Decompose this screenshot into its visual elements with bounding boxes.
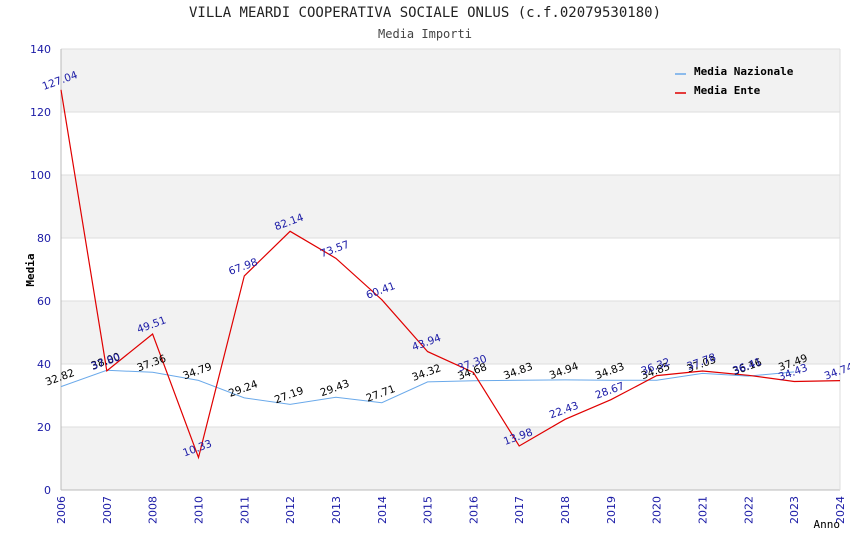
x-tick-label: 2006 — [55, 496, 68, 524]
chart-title: VILLA MEARDI COOPERATIVA SOCIALE ONLUS (… — [188, 5, 661, 21]
y-tick-label: 60 — [37, 295, 51, 308]
y-tick-label: 0 — [44, 484, 51, 497]
data-label: 67.98 — [227, 256, 259, 278]
data-label: 73.57 — [319, 239, 351, 261]
series-lines — [60, 89, 841, 460]
y-tick-labels: 0 20 40 60 80 100 120 140 — [30, 43, 51, 497]
x-tick-label: 2020 — [651, 496, 664, 524]
x-tick-label: 2013 — [330, 496, 343, 524]
x-tick-label: 2023 — [788, 496, 801, 524]
x-tick-label: 2019 — [605, 496, 618, 524]
y-tick-label: 120 — [30, 106, 51, 119]
series-line-nazionale — [60, 369, 795, 405]
axes — [60, 49, 841, 491]
plot-band — [61, 301, 840, 364]
x-tick-label: 2022 — [742, 496, 755, 524]
data-label: 34.32 — [410, 362, 442, 384]
y-tick-label: 100 — [30, 169, 51, 182]
y-axis-title: Media — [24, 253, 37, 286]
plot-band — [61, 427, 840, 490]
data-label: 27.71 — [365, 383, 397, 405]
y-tick-label: 140 — [30, 43, 51, 56]
data-label: 29.43 — [319, 378, 351, 400]
data-label: 28.67 — [594, 380, 626, 402]
x-tick-label: 2017 — [513, 496, 526, 524]
y-tick-label: 20 — [37, 421, 51, 434]
legend-entry-ente: Media Ente — [694, 84, 761, 97]
grid-lines — [61, 48, 840, 491]
y-tick-label: 80 — [37, 232, 51, 245]
x-tick-label: 2016 — [467, 496, 480, 524]
x-tick-label: 2012 — [284, 496, 297, 524]
y-tick-label: 40 — [37, 358, 51, 371]
series-line-ente — [60, 89, 841, 460]
x-tick-label: 2015 — [422, 496, 435, 524]
plot-band — [61, 49, 840, 112]
chart-subtitle: Media Importi — [378, 27, 472, 41]
x-tick-label: 2008 — [147, 496, 160, 524]
x-tick-label: 2010 — [192, 496, 205, 524]
plot-band — [61, 175, 840, 238]
x-tick-label: 2024 — [834, 496, 847, 524]
data-label: 22.43 — [548, 400, 580, 422]
legend: Media Nazionale Media Ente — [675, 65, 794, 97]
legend-entry-nazionale: Media Nazionale — [694, 65, 794, 78]
x-axis-title: Anno — [814, 518, 841, 531]
x-tick-label: 2007 — [101, 496, 114, 524]
data-label: 29.24 — [227, 378, 260, 400]
plot-bands — [61, 49, 840, 490]
x-tick-label: 2014 — [376, 496, 389, 524]
x-tick-labels: 2006 2007 2008 2010 2011 2012 2013 2014 2015 2016… — [55, 496, 847, 524]
x-tick-label: 2011 — [238, 496, 251, 524]
x-tick-label: 2021 — [697, 496, 710, 524]
x-tick-label: 2018 — [559, 496, 572, 524]
